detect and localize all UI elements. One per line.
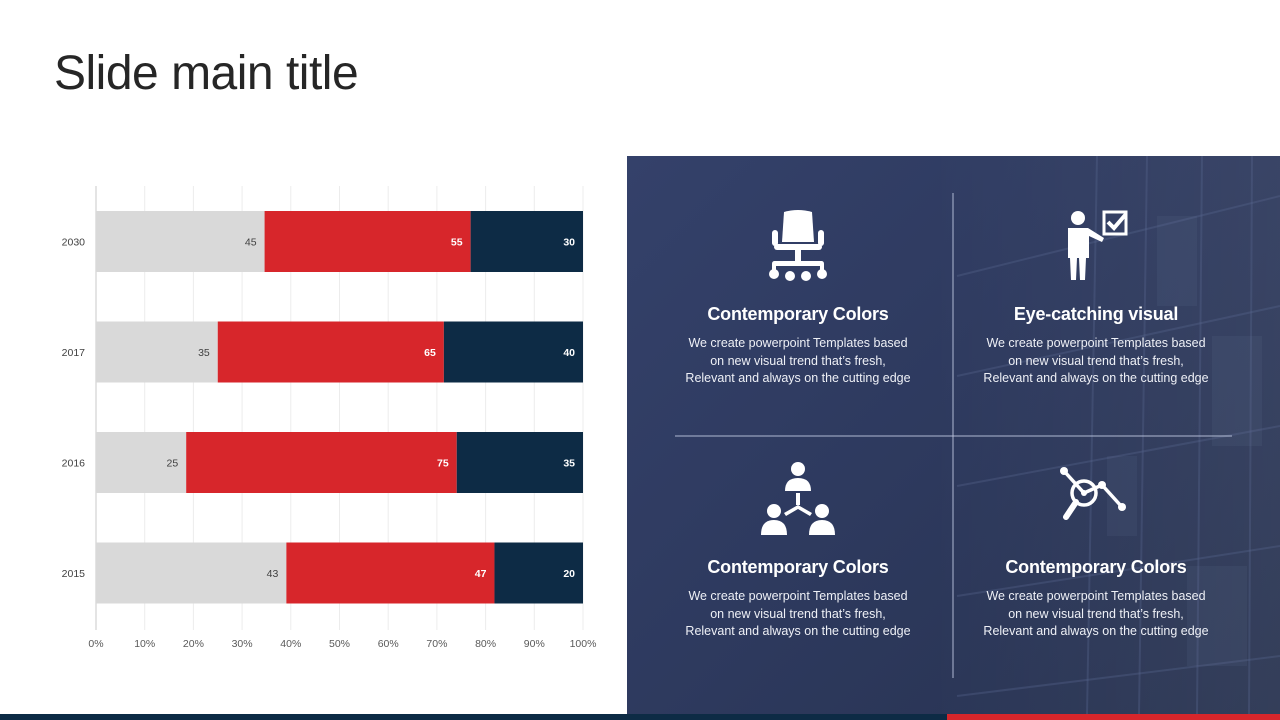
bar-segment (494, 542, 583, 604)
panel-divider-vertical (952, 193, 954, 678)
bar-segment (186, 432, 457, 493)
features-panel: Contemporary Colors We create powerpoint… (627, 156, 1280, 714)
feature-description: We create powerpoint Templates based on … (685, 589, 911, 638)
presenter-checkbox-icon (1068, 210, 1128, 280)
data-label: 30 (563, 237, 575, 249)
stacked-bar-chart: 0% 10% 20% 30% 40% 50% 60% 70% 80% 90% 100%2030 45 5… (62, 186, 597, 650)
y-category-label: 2016 (62, 458, 86, 470)
x-tick-label: 70% (426, 638, 447, 650)
feature-card: Eye-catching visual We create powerpoint… (951, 208, 1241, 388)
bar-segment (286, 542, 495, 604)
bar-segment (96, 321, 218, 383)
x-tick-label: 10% (134, 638, 155, 650)
x-tick-label: 90% (524, 638, 545, 650)
team-hierarchy-icon (761, 462, 835, 535)
x-tick-label: 20% (183, 638, 204, 650)
bar-segment (456, 432, 583, 493)
feature-title: Contemporary Colors (707, 304, 889, 324)
feature-title: Contemporary Colors (707, 557, 889, 577)
analytics-magnifier-icon (1060, 467, 1126, 520)
data-label: 43 (267, 568, 279, 580)
data-label: 45 (245, 237, 257, 249)
data-label: 35 (563, 458, 575, 470)
x-tick-label: 0% (88, 638, 103, 650)
data-label: 55 (451, 237, 463, 249)
feature-title: Contemporary Colors (1005, 557, 1187, 577)
feature-description: We create powerpoint Templates based on … (983, 336, 1209, 385)
feature-card: Contemporary Colors We create powerpoint… (951, 461, 1241, 641)
office-chair-icon (769, 210, 827, 281)
x-tick-label: 30% (232, 638, 253, 650)
data-label: 20 (563, 568, 575, 580)
bar-segment (96, 211, 265, 272)
panel-background-texture (927, 156, 1280, 714)
y-category-label: 2030 (62, 237, 86, 249)
x-tick-label: 40% (280, 638, 301, 650)
panel-divider-horizontal (675, 435, 1232, 437)
x-tick-label: 60% (378, 638, 399, 650)
bar-segment (217, 321, 444, 383)
feature-title: Eye-catching visual (1013, 304, 1179, 324)
data-label: 47 (475, 568, 487, 580)
data-label: 40 (563, 347, 575, 359)
bar-segment (96, 432, 187, 493)
feature-description: We create powerpoint Templates based on … (685, 336, 911, 385)
bar-segment (443, 321, 583, 383)
footer-accent-navy (0, 714, 947, 720)
y-category-label: 2015 (62, 568, 86, 580)
bar-segment (96, 542, 287, 604)
data-label: 65 (424, 347, 436, 359)
data-label: 25 (166, 458, 178, 470)
bar-segment (470, 211, 583, 272)
footer-accent-red (947, 714, 1280, 720)
y-category-label: 2017 (62, 347, 86, 359)
feature-description: We create powerpoint Templates based on … (983, 589, 1209, 638)
data-label: 75 (437, 458, 449, 470)
bar-segment (264, 211, 471, 272)
x-tick-label: 50% (329, 638, 350, 650)
data-label: 35 (198, 347, 210, 359)
slide-title: Slide main title (54, 47, 359, 100)
x-tick-label: 80% (475, 638, 496, 650)
x-tick-label: 100% (570, 638, 597, 650)
feature-card: Contemporary Colors We create powerpoint… (653, 461, 943, 641)
feature-card: Contemporary Colors We create powerpoint… (653, 208, 943, 388)
